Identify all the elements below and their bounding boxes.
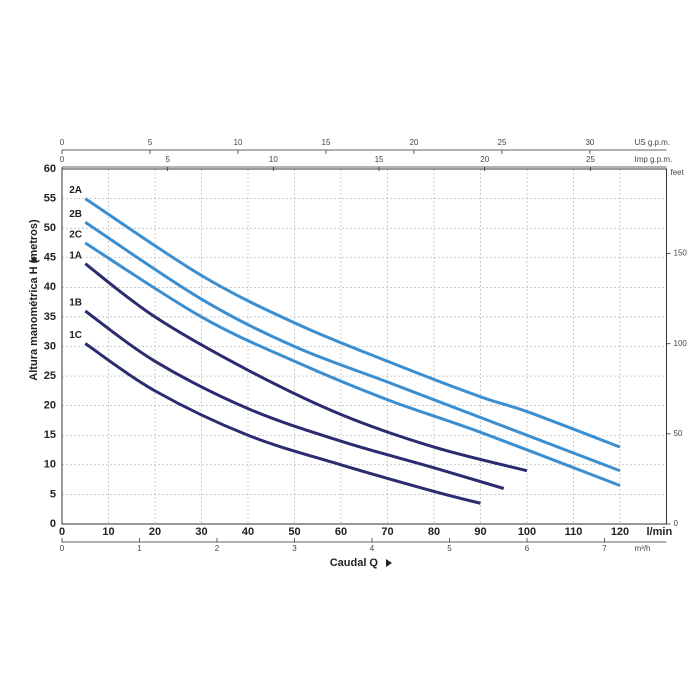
arrow xyxy=(30,256,38,262)
x-tick-label: 70 xyxy=(381,526,393,538)
y-tick-label: 45 xyxy=(44,252,56,264)
x-tick-label: 0 xyxy=(59,526,65,538)
curve xyxy=(84,342,481,505)
x-tick-label: 120 xyxy=(611,526,629,538)
tick-label: 0 xyxy=(60,138,65,147)
y-tick-label: 40 xyxy=(44,281,56,293)
tick-label: 2 xyxy=(215,544,220,553)
arrow xyxy=(386,559,392,567)
axis-unit: US g.p.m. xyxy=(635,138,671,147)
curve xyxy=(84,197,621,449)
series-label: 2A xyxy=(69,185,82,196)
y-axis-title: Altura manométrica H (metros) xyxy=(28,219,40,381)
plot-frame xyxy=(61,168,667,525)
series-label: 2B xyxy=(69,209,82,220)
tick-label: 30 xyxy=(585,138,594,147)
curve xyxy=(84,262,528,473)
series-label: 1A xyxy=(69,250,82,261)
x-tick-label: 50 xyxy=(288,526,300,538)
tick-label: 15 xyxy=(375,155,384,164)
tick-label: 20 xyxy=(480,155,489,164)
tick-label: 10 xyxy=(234,138,243,147)
curve xyxy=(84,241,621,487)
tick-label: 20 xyxy=(410,138,419,147)
tick-label: 10 xyxy=(269,155,278,164)
tick-label: 0 xyxy=(674,519,679,528)
tick-label: 150 xyxy=(674,249,688,258)
x-axis-title: Caudal Q xyxy=(330,557,379,569)
series-label: 1B xyxy=(69,298,82,309)
tick-label: 3 xyxy=(292,544,297,553)
x-tick-label: 80 xyxy=(428,526,440,538)
tick-label: 100 xyxy=(674,339,688,348)
x-tick-label: 110 xyxy=(565,526,583,538)
curve xyxy=(84,309,505,490)
x-tick-label: 90 xyxy=(474,526,486,538)
tick-label: 5 xyxy=(148,138,153,147)
y-tick-label: 55 xyxy=(44,192,56,204)
x-tick-label: 60 xyxy=(335,526,347,538)
y-tick-label: 30 xyxy=(44,340,56,352)
y-tick-label: 0 xyxy=(50,518,56,530)
y-tick-label: 50 xyxy=(44,222,56,234)
tick-label: 1 xyxy=(137,544,142,553)
tick-label: 15 xyxy=(322,138,331,147)
y-tick-label: 10 xyxy=(44,459,56,471)
y-tick-label: 15 xyxy=(44,429,56,441)
x-tick-label: 100 xyxy=(518,526,536,538)
tick-label: 25 xyxy=(586,155,595,164)
tick-label: 50 xyxy=(674,429,683,438)
x-tick-label: 30 xyxy=(195,526,207,538)
axis-unit: m³/h xyxy=(635,544,651,553)
series-label: 1C xyxy=(69,330,82,341)
x-tick-label: 10 xyxy=(102,526,114,538)
x-tick-label: 20 xyxy=(149,526,161,538)
tick-label: 25 xyxy=(498,138,507,147)
tick-label: 6 xyxy=(525,544,530,553)
tick-label: 0 xyxy=(60,155,65,164)
axis-unit: feet xyxy=(671,168,685,177)
y-tick-label: 60 xyxy=(44,163,56,175)
tick-label: 7 xyxy=(602,544,607,553)
series-label: 2C xyxy=(69,230,82,241)
axis-unit: Imp g.p.m. xyxy=(635,155,673,164)
y-tick-label: 35 xyxy=(44,311,56,323)
tick-label: 4 xyxy=(370,544,375,553)
tick-label: 0 xyxy=(60,544,65,553)
x-unit: l/min xyxy=(647,526,673,538)
tick-label: 5 xyxy=(165,155,170,164)
tick-label: 5 xyxy=(447,544,452,553)
y-tick-label: 5 xyxy=(50,488,56,500)
x-tick-label: 40 xyxy=(242,526,254,538)
y-tick-label: 20 xyxy=(44,400,56,412)
y-tick-label: 25 xyxy=(44,370,56,382)
curve xyxy=(84,220,621,473)
